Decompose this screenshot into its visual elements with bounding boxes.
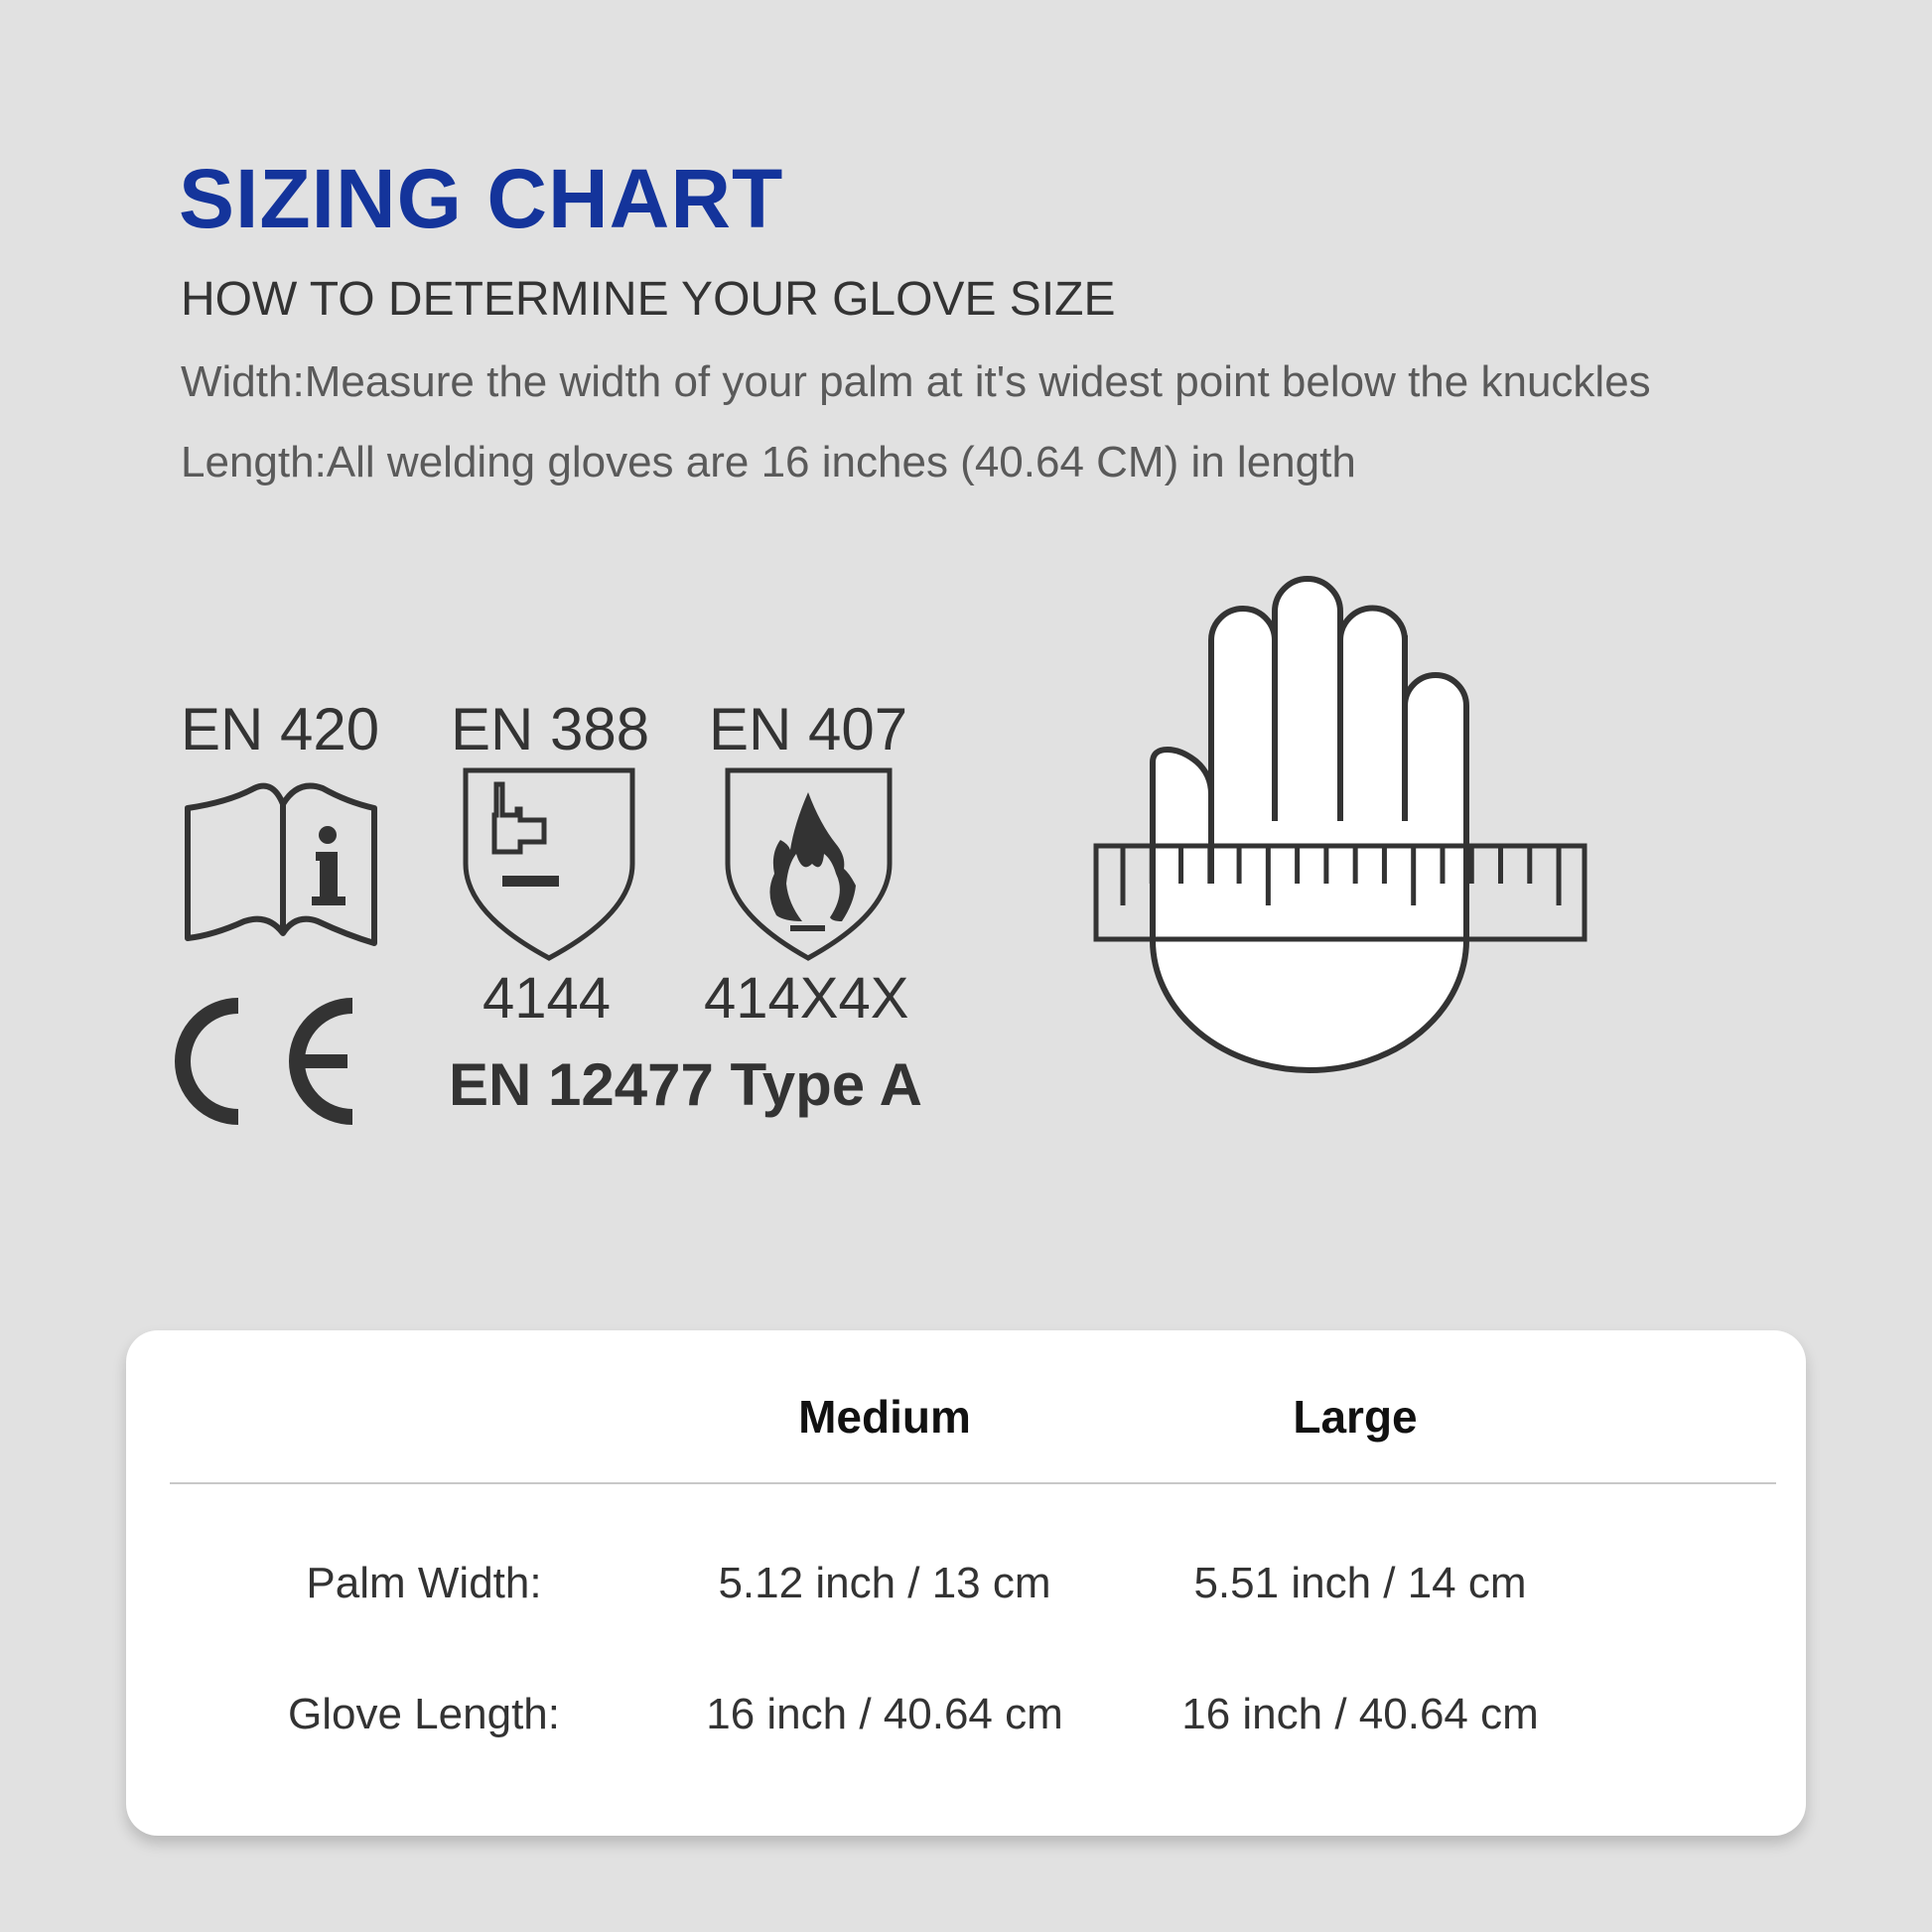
mechanical-hazard-shield-icon <box>463 767 635 961</box>
en388-label: EN 388 <box>451 696 650 762</box>
hand-outline <box>1150 576 1469 1073</box>
medium-value: 16 inch / 40.64 cm <box>706 1690 1063 1738</box>
size-table: Medium Large Palm Width: 5.12 inch / 13 … <box>126 1330 1806 1836</box>
ruler <box>1093 843 1587 942</box>
column-header-large: Large <box>1293 1391 1418 1443</box>
ce-mark-icon <box>175 998 353 1125</box>
standard-label: EN 12477 Type A <box>449 1051 922 1118</box>
length-instruction: Length:All welding gloves are 16 inches … <box>181 438 1356 486</box>
width-instruction: Width:Measure the width of your palm at … <box>181 357 1651 406</box>
table-divider <box>170 1482 1776 1484</box>
row-label: Palm Width: <box>306 1559 542 1607</box>
book-info-icon <box>185 782 377 946</box>
en407-label: EN 407 <box>709 696 908 762</box>
large-value: 5.51 inch / 14 cm <box>1193 1559 1527 1607</box>
page-subtitle: HOW TO DETERMINE YOUR GLOVE SIZE <box>181 273 1116 326</box>
en388-code: 4144 <box>483 966 612 1031</box>
row-label: Glove Length: <box>288 1690 560 1738</box>
medium-value: 5.12 inch / 13 cm <box>718 1559 1051 1607</box>
flame-shield-icon <box>725 767 893 961</box>
large-value: 16 inch / 40.64 cm <box>1181 1690 1539 1738</box>
column-header-medium: Medium <box>798 1391 971 1443</box>
en420-label: EN 420 <box>181 696 380 762</box>
en407-code: 414X4X <box>704 966 909 1031</box>
page-title: SIZING CHART <box>179 152 784 245</box>
